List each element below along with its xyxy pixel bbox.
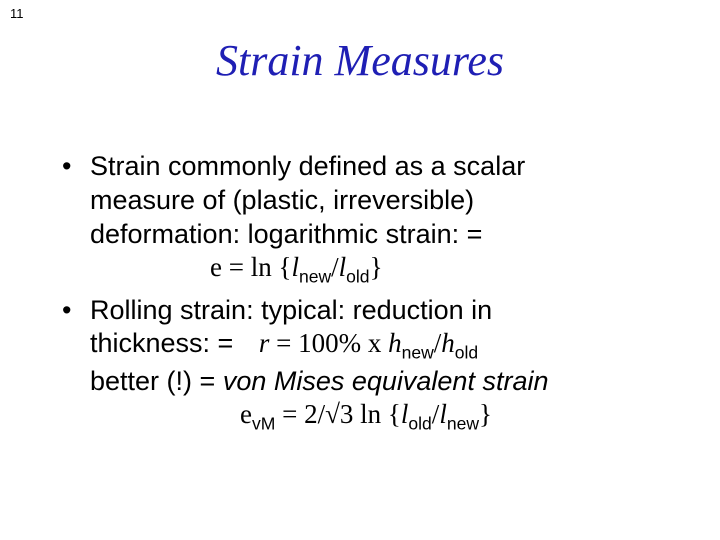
bullet-1-line-1: Strain commonly defined as a scalar bbox=[90, 151, 525, 181]
bullet-2-line-3b: von Mises equivalent strain bbox=[223, 366, 549, 396]
bullet-2-line-3a: better (!) = bbox=[90, 366, 223, 396]
inline-sub1: new bbox=[402, 343, 434, 363]
page-number: 11 bbox=[10, 6, 24, 21]
bullet-2: Rolling strain: typical: reduction in th… bbox=[60, 294, 680, 436]
bullet-1-line-2: measure of (plastic, irreversible) bbox=[90, 185, 474, 215]
bullet-1: Strain commonly defined as a scalar meas… bbox=[60, 150, 680, 289]
bullet-2-line-2: thickness: = bbox=[90, 328, 233, 358]
formula-sub2: old bbox=[346, 267, 369, 287]
formula-var1: l bbox=[291, 252, 299, 282]
inline-r: r bbox=[259, 328, 270, 358]
formula2-eq: = 2/√3 ln { bbox=[275, 399, 401, 429]
formula2-sub1: old bbox=[408, 414, 431, 434]
epsilon2-sub: vM bbox=[252, 414, 275, 434]
bullet-2-inline-formula: r = 100% x hnew/hold bbox=[241, 328, 478, 358]
epsilon-symbol: e bbox=[210, 252, 222, 282]
formula-slash: / bbox=[331, 252, 339, 282]
slide-title: Strain Measures bbox=[0, 35, 720, 86]
slide: 11 Strain Measures Strain commonly defin… bbox=[0, 0, 720, 540]
formula-eq: = ln { bbox=[222, 252, 291, 282]
bullet-1-formula: e = ln {lnew/lold} bbox=[90, 251, 680, 288]
formula-close: } bbox=[370, 252, 383, 282]
inline-var1: h bbox=[388, 328, 402, 358]
formula2-var2: l bbox=[439, 399, 447, 429]
bullet-1-line-3: deformation: logarithmic strain: = bbox=[90, 219, 482, 249]
formula-sub1: new bbox=[299, 267, 331, 287]
epsilon2-symbol: e bbox=[240, 399, 252, 429]
formula2-sub2: new bbox=[447, 414, 479, 434]
bullet-2-formula2: evM = 2/√3 ln {lold/lnew} bbox=[90, 398, 680, 435]
slide-body: Strain commonly defined as a scalar meas… bbox=[60, 150, 680, 441]
inline-sub2: old bbox=[455, 343, 478, 363]
inline-var2: h bbox=[441, 328, 455, 358]
formula2-close: } bbox=[479, 399, 492, 429]
inline-eq: = 100% x bbox=[269, 328, 388, 358]
bullet-2-line-1: Rolling strain: typical: reduction in bbox=[90, 295, 492, 325]
